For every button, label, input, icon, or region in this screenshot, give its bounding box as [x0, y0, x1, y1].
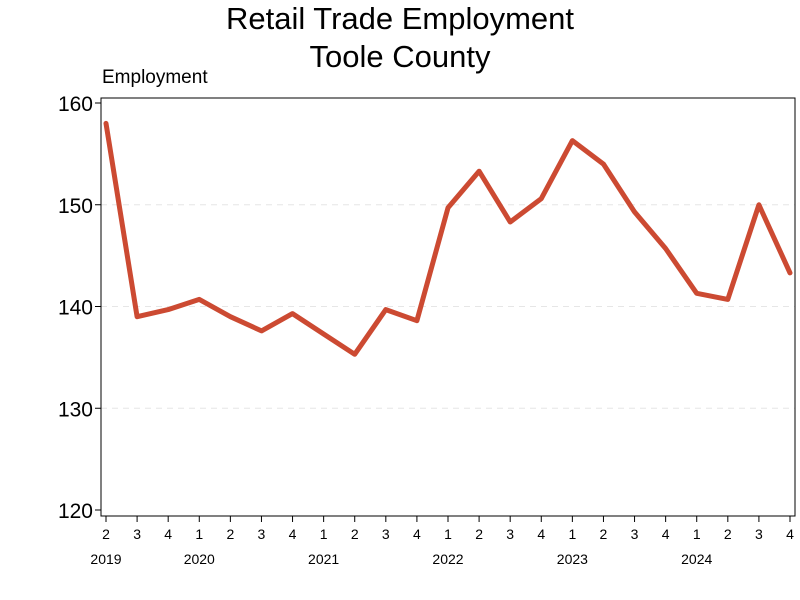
x-year-label: 2022 [432, 551, 463, 567]
x-tick-label: 3 [133, 526, 141, 542]
y-tick-label: 160 [58, 93, 93, 116]
series-line [103, 120, 793, 357]
x-tick-label: 2 [600, 526, 608, 542]
x-tick-label: 3 [258, 526, 266, 542]
x-tick-label: 2 [226, 526, 234, 542]
x-tick-label: 1 [195, 526, 203, 542]
chart-title: Retail Trade Employment [225, 1, 575, 36]
x-year-label: 2023 [557, 551, 588, 567]
x-tick-label: 4 [662, 526, 670, 542]
x-tick-label: 2 [475, 526, 483, 542]
x-tick-label: 3 [506, 526, 514, 542]
x-tick-label: 2 [351, 526, 359, 542]
x-tick-label: 4 [164, 526, 172, 542]
y-tick-label: 130 [58, 398, 93, 421]
y-axis-label: Employment [102, 67, 208, 88]
x-tick-label: 3 [382, 526, 390, 542]
y-tick-label: 150 [58, 195, 93, 218]
x-tick-label: 1 [444, 526, 452, 542]
x-year-label: 2020 [184, 551, 215, 567]
x-tick-label: 1 [568, 526, 576, 542]
x-tick-label: 4 [289, 526, 297, 542]
x-year-label: 2024 [681, 551, 712, 567]
x-tick-label: 4 [786, 526, 794, 542]
x-tick-label: 3 [755, 526, 763, 542]
chart-subtitle: Toole County [309, 39, 491, 74]
x-year-label: 2021 [308, 551, 339, 567]
x-tick-label: 1 [320, 526, 328, 542]
x-year-label: 2019 [90, 551, 121, 567]
y-tick-label: 120 [58, 500, 93, 523]
x-tick-label: 1 [693, 526, 701, 542]
x-tick-label: 2 [724, 526, 732, 542]
x-tick-label: 3 [631, 526, 639, 542]
x-tick-label: 4 [537, 526, 545, 542]
y-tick-label: 140 [58, 297, 93, 320]
x-tick-label: 4 [413, 526, 421, 542]
x-tick-label: 2 [102, 526, 110, 542]
